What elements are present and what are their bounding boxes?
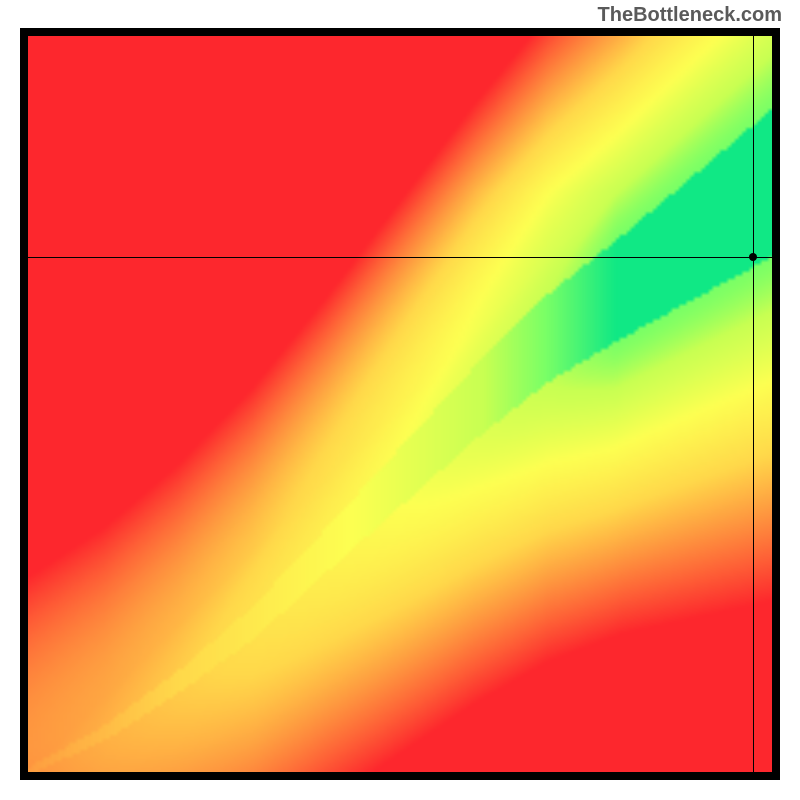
crosshair-marker-dot: [749, 253, 757, 261]
crosshair-vertical: [753, 36, 754, 772]
heatmap-canvas: [28, 36, 772, 772]
chart-container: TheBottleneck.com: [0, 0, 800, 800]
plot-area: [20, 28, 780, 780]
crosshair-horizontal: [28, 257, 772, 258]
watermark-text: TheBottleneck.com: [598, 4, 782, 27]
